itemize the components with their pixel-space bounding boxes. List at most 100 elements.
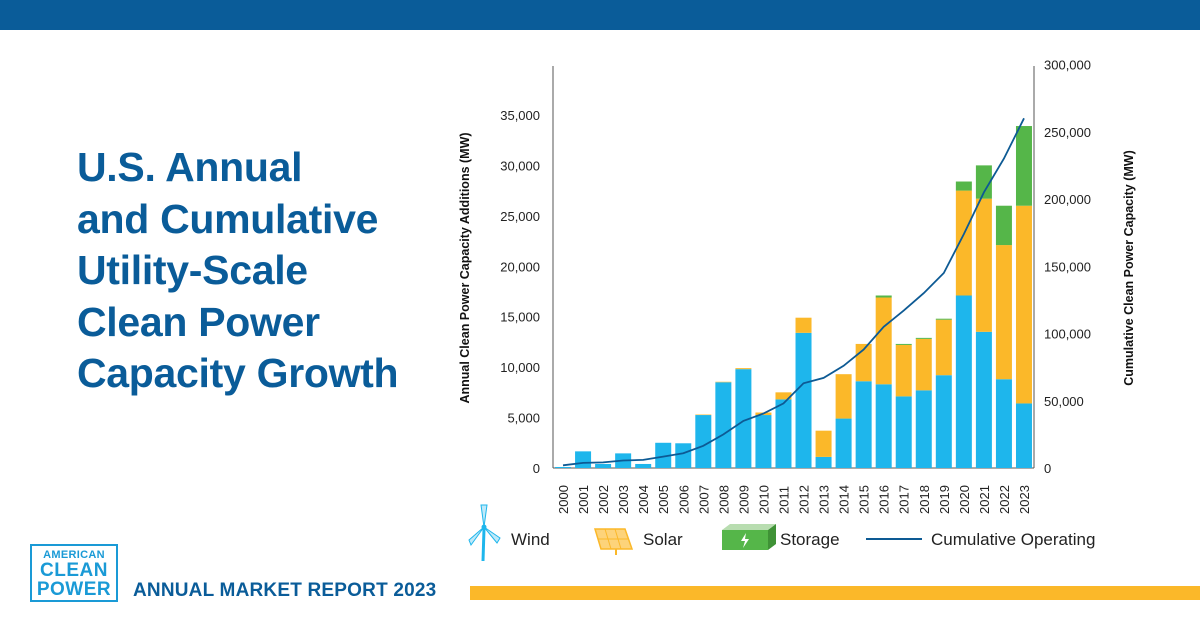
wind-turbine-icon (481, 528, 486, 562)
x-tick-label: 2007 (696, 485, 711, 514)
legend-label-solar: Solar (643, 530, 683, 549)
title-line: Capacity Growth (77, 350, 399, 396)
x-tick-label: 2008 (716, 485, 731, 514)
battery-icon (741, 533, 749, 548)
wind-bar (895, 396, 912, 468)
x-tick-label: 2022 (997, 485, 1012, 514)
solar-bar (715, 381, 732, 383)
x-tick-label: 2020 (957, 485, 972, 514)
x-tick-label: 2000 (556, 485, 571, 514)
page-title: U.S. Annual and Cumulative Utility-Scale… (77, 142, 437, 400)
storage-bar (915, 337, 932, 339)
title-line: U.S. Annual (77, 144, 303, 190)
title-line: and Cumulative (77, 195, 379, 242)
solar-panel-icon (604, 528, 612, 550)
x-tick-label: 2017 (897, 485, 912, 514)
wind-bar (935, 375, 952, 468)
wind-bar (635, 463, 652, 468)
storage-bar (975, 165, 992, 199)
wind-bar (975, 331, 992, 468)
wind-bar (795, 332, 812, 468)
x-tick-label: 2015 (857, 485, 872, 514)
wind-bar (835, 418, 852, 468)
logo-line: CLEAN (40, 560, 108, 581)
wind-bar (815, 456, 832, 468)
x-tick-label: 2018 (917, 485, 932, 514)
y-tick-label: 5,000 (507, 411, 540, 426)
x-tick-label: 2009 (736, 485, 751, 514)
legend-label-storage: Storage (780, 530, 840, 549)
wind-bar (575, 451, 592, 468)
logo-line: POWER (36, 579, 112, 600)
wind-turbine-icon (480, 504, 488, 528)
x-tick-label: 2003 (616, 485, 631, 514)
storage-bar (875, 295, 892, 298)
solar-bar (995, 245, 1012, 380)
solar-bar (795, 317, 812, 333)
y-tick-label: 35,000 (500, 108, 540, 123)
wind-bar (715, 382, 732, 468)
legend-label-cumulative: Cumulative Operating (931, 530, 1095, 549)
wind-bar (915, 390, 932, 468)
battery-icon (722, 524, 776, 530)
y2-tick-label: 200,000 (1044, 192, 1091, 207)
x-tick-label: 2005 (656, 485, 671, 514)
x-tick-label: 2010 (756, 485, 771, 514)
solar-bar (875, 297, 892, 385)
wind-bar (595, 463, 612, 468)
legend-label-wind: Wind (511, 530, 550, 549)
y2-tick-label: 250,000 (1044, 125, 1091, 140)
y-tick-label: 15,000 (500, 310, 540, 325)
x-tick-label: 2021 (977, 485, 992, 514)
solar-bar (775, 392, 792, 400)
solar-bar (915, 338, 932, 391)
x-tick-label: 2012 (797, 485, 812, 514)
x-tick-label: 2001 (576, 485, 591, 514)
cumulative-line (562, 117, 1025, 467)
x-tick-label: 2014 (837, 485, 852, 514)
storage-bar (1015, 126, 1032, 206)
x-tick-label: 2002 (596, 485, 611, 514)
wind-bar (1015, 403, 1032, 468)
wind-bar (555, 466, 572, 468)
y-tick-label: 0 (533, 461, 540, 476)
battery-icon (768, 524, 776, 550)
acp-logo: AMERICAN CLEAN POWER (30, 544, 118, 602)
x-tick-label: 2011 (777, 486, 792, 514)
wind-bar (875, 384, 892, 468)
x-tick-label: 2019 (937, 485, 952, 514)
solar-bar (1015, 205, 1032, 404)
y2-tick-label: 50,000 (1044, 394, 1084, 409)
solar-bar (935, 319, 952, 376)
wind-turbine-icon (483, 526, 501, 544)
wind-bar (775, 399, 792, 468)
wind-bar (755, 415, 772, 468)
x-tick-label: 2013 (817, 485, 832, 514)
y2-tick-label: 0 (1044, 461, 1051, 476)
storage-bar (995, 205, 1012, 246)
y-tick-label: 10,000 (500, 360, 540, 375)
storage-bar (895, 343, 912, 345)
wind-bar (955, 295, 972, 468)
report-title: ANNUAL MARKET REPORT 2023 (133, 580, 437, 601)
y2-tick-label: 150,000 (1044, 259, 1091, 274)
title-line: Utility-Scale (77, 247, 308, 293)
solar-bar (815, 430, 832, 457)
storage-bar (955, 181, 972, 191)
y2-tick-label: 100,000 (1044, 327, 1091, 342)
wind-bar (735, 369, 752, 468)
accent-bar (470, 586, 1200, 600)
solar-panel-icon (614, 528, 622, 550)
x-tick-label: 2006 (676, 485, 691, 514)
x-tick-label: 2023 (1017, 485, 1032, 514)
solar-bar (695, 414, 712, 416)
wind-bar (855, 381, 872, 468)
wind-turbine-icon (481, 524, 487, 530)
storage-bar (935, 318, 952, 320)
wind-bar (655, 442, 672, 468)
y-tick-label: 30,000 (500, 158, 540, 173)
wind-turbine-icon (468, 526, 485, 547)
solar-bar (735, 368, 752, 370)
x-tick-label: 2004 (636, 485, 651, 514)
